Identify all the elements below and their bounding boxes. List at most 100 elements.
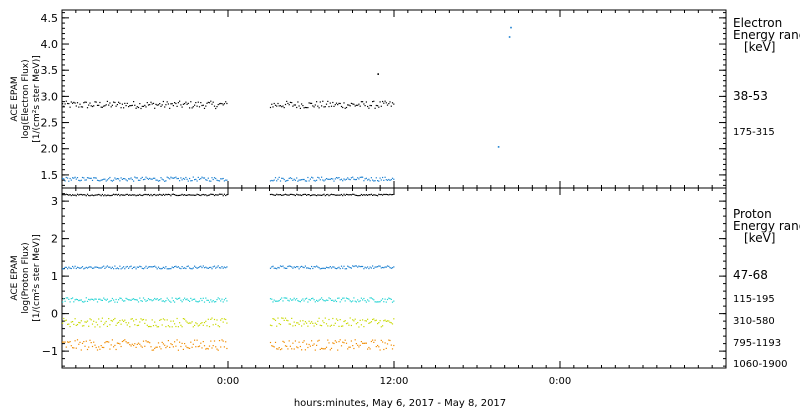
proton-point	[293, 321, 295, 323]
electron-point	[355, 178, 357, 181]
proton-point	[103, 324, 105, 326]
proton-point	[352, 193, 354, 195]
electron-point	[180, 177, 182, 179]
electron-point	[156, 104, 158, 106]
electron-point	[65, 176, 67, 179]
proton-point	[64, 300, 66, 302]
proton-point	[144, 299, 146, 301]
electron-point	[110, 179, 112, 182]
electron-point	[197, 176, 199, 178]
electron-point	[104, 178, 106, 180]
proton-point	[274, 319, 277, 321]
proton-point	[120, 297, 122, 299]
proton-point	[114, 194, 116, 196]
proton-point	[385, 347, 387, 349]
electron-point	[176, 105, 178, 107]
proton-point	[134, 194, 136, 196]
electron-point	[388, 178, 390, 181]
electron-point	[203, 177, 206, 179]
proton-point	[276, 348, 278, 350]
electron-point	[194, 179, 196, 181]
proton-point	[304, 265, 306, 267]
electron-point	[302, 105, 304, 107]
electron-point	[176, 178, 178, 180]
proton-point	[383, 348, 385, 351]
electron-point	[181, 179, 183, 181]
electron-y-tick-label: 3.0	[41, 90, 59, 103]
proton-point	[98, 318, 100, 320]
electron-point	[103, 105, 105, 107]
proton-point	[105, 320, 107, 323]
electron-point	[184, 178, 186, 180]
electron-point	[146, 102, 148, 104]
proton-point	[62, 268, 64, 270]
proton-point	[164, 267, 166, 269]
electron-point	[83, 102, 85, 104]
proton-point	[150, 299, 152, 301]
proton-point	[372, 318, 374, 321]
proton-point	[319, 298, 321, 300]
proton-point	[189, 300, 191, 302]
electron-point	[147, 104, 150, 106]
proton-point	[388, 265, 390, 267]
proton-point	[368, 300, 370, 302]
electron-point	[307, 107, 309, 109]
proton-point	[354, 265, 356, 267]
proton-ylabel-line3: [1/(cm²s ster MeV)]	[32, 234, 42, 321]
proton-point	[342, 195, 344, 197]
proton-point	[118, 268, 120, 270]
proton-point	[180, 299, 182, 301]
proton-point	[393, 300, 395, 302]
electron-point	[218, 103, 221, 105]
proton-point	[339, 319, 341, 321]
electron-point	[277, 102, 279, 105]
proton-point	[88, 346, 90, 348]
electron-point	[283, 178, 285, 181]
electron-point	[293, 104, 295, 106]
electron-point	[145, 176, 147, 178]
electron-point	[174, 177, 176, 179]
electron-point	[375, 104, 377, 107]
proton-point	[196, 193, 198, 195]
proton-point	[345, 323, 348, 325]
electron-point	[161, 104, 163, 106]
proton-point	[137, 194, 140, 196]
proton-point	[96, 349, 99, 351]
proton-legend-115-195: 115-195	[733, 294, 775, 305]
proton-point	[344, 320, 346, 322]
proton-point	[190, 194, 192, 196]
proton-point	[186, 194, 188, 196]
proton-point	[328, 318, 330, 321]
proton-point	[284, 317, 287, 319]
electron-point	[75, 178, 77, 180]
proton-point	[314, 194, 316, 196]
electron-point	[374, 180, 376, 182]
proton-point	[384, 319, 386, 321]
proton-point	[150, 266, 152, 268]
proton-point	[390, 267, 392, 269]
electron-point	[378, 180, 380, 182]
proton-point	[160, 194, 162, 196]
proton-point	[309, 195, 311, 197]
electron-point	[322, 100, 324, 102]
proton-point	[335, 268, 338, 270]
electron-point	[202, 177, 204, 179]
proton-point	[322, 194, 324, 196]
electron-point	[101, 106, 103, 108]
proton-point	[162, 300, 164, 302]
proton-point	[335, 318, 338, 320]
proton-point	[154, 193, 156, 196]
proton-point	[76, 324, 79, 326]
proton-point	[184, 343, 186, 345]
proton-y-tick-label: 1	[51, 270, 58, 283]
proton-series-795-1193	[62, 317, 395, 328]
proton-point	[144, 322, 146, 324]
electron-y-tick-label: 3.5	[41, 64, 59, 77]
proton-point	[384, 298, 386, 300]
proton-point	[124, 268, 126, 270]
proton-point	[83, 341, 85, 343]
proton-point	[167, 193, 169, 195]
electron-point	[63, 178, 65, 180]
proton-point	[74, 318, 76, 320]
electron-point	[73, 177, 75, 179]
